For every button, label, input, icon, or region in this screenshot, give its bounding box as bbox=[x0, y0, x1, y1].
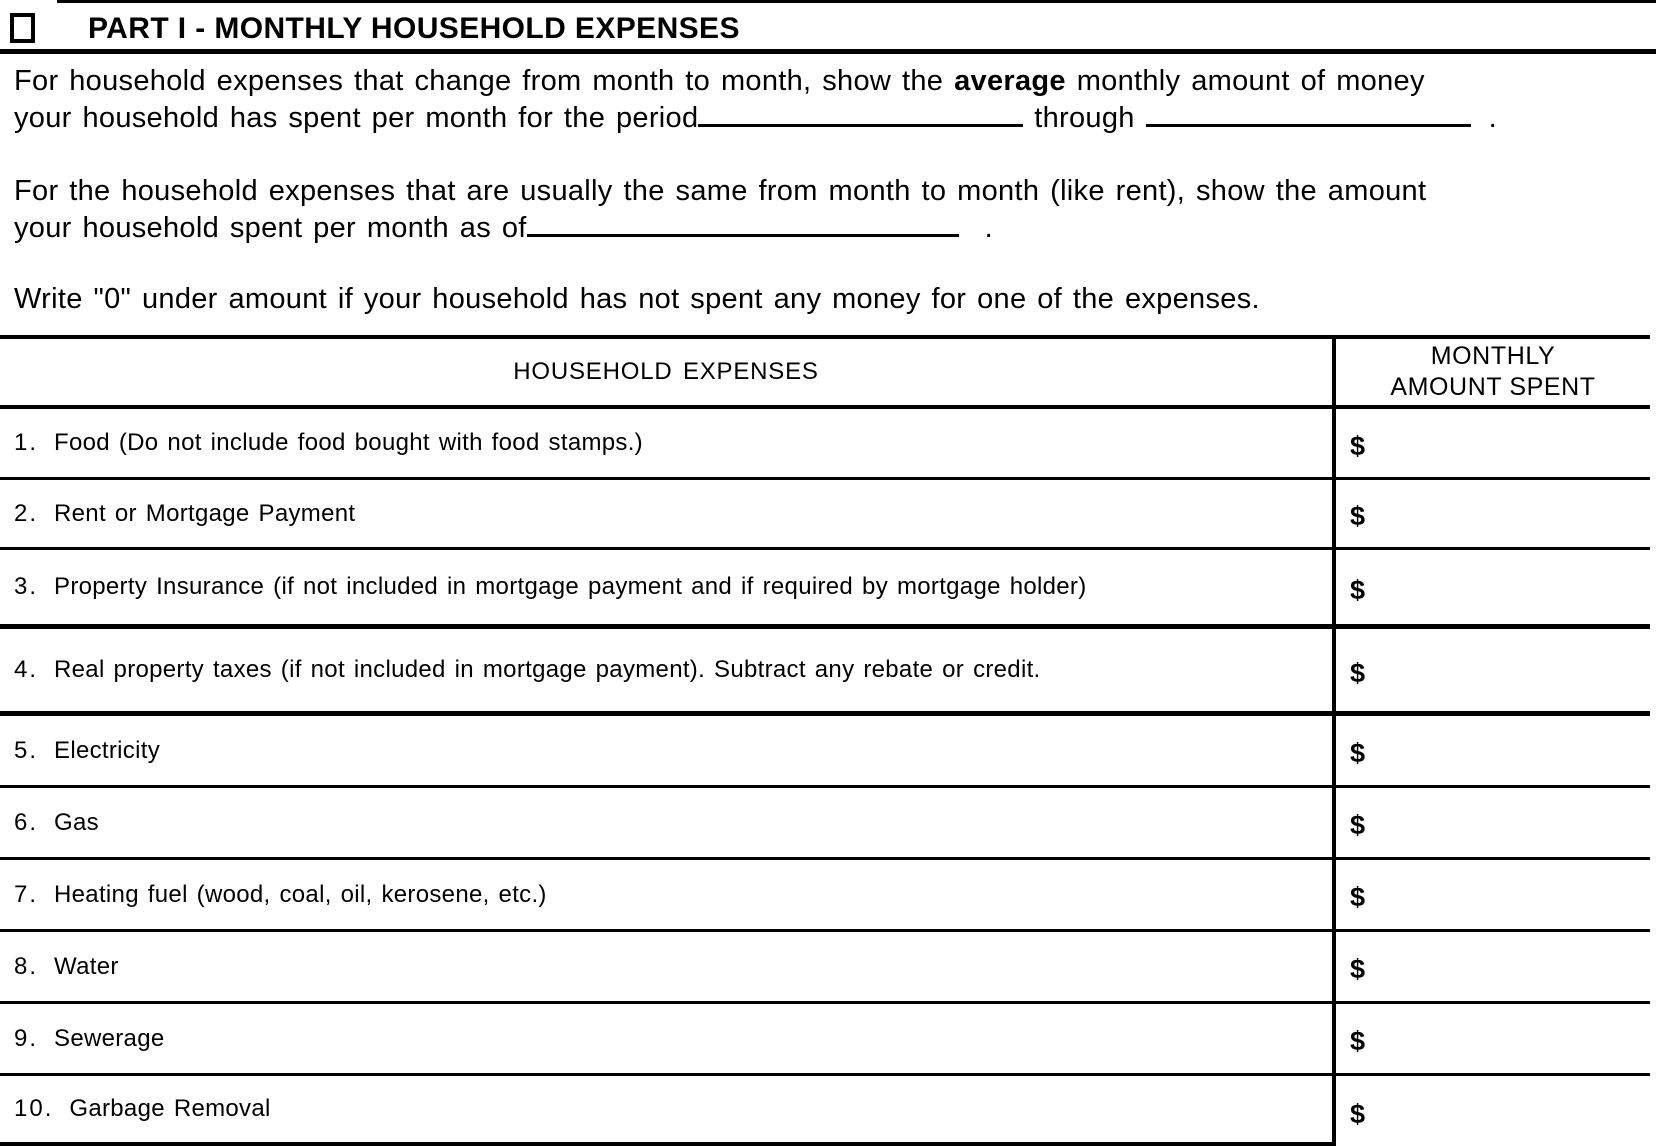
table-row: 2. Rent or Mortgage Payment $ bbox=[0, 480, 1650, 550]
dollar-sign: $ bbox=[1350, 1098, 1366, 1129]
dollar-sign: $ bbox=[1350, 810, 1366, 840]
paragraph-average-expenses: For household expenses that change from … bbox=[14, 63, 1636, 137]
expense-label: Real property taxes (if not included in … bbox=[54, 656, 1041, 683]
table-row: 9. Sewerage $ bbox=[0, 1004, 1650, 1076]
expense-label: Rent or Mortgage Payment bbox=[54, 499, 356, 527]
table-row: 8. Water $ bbox=[0, 932, 1650, 1004]
expense-label-cell: 2. Rent or Mortgage Payment bbox=[0, 480, 1332, 547]
expense-label-cell: 1. Food (Do not include food bought with … bbox=[0, 409, 1332, 477]
top-rule bbox=[57, 0, 1656, 3]
expense-label-cell: 6. Gas bbox=[0, 788, 1332, 857]
dollar-sign: $ bbox=[1350, 882, 1366, 912]
expense-label-cell: 7. Heating fuel (wood, coal, oil, kerosen… bbox=[0, 860, 1332, 929]
dollar-sign: $ bbox=[1350, 574, 1366, 605]
amount-cell[interactable]: $ bbox=[1332, 716, 1650, 785]
p2-period: . bbox=[984, 212, 994, 244]
p1-text-bold: average bbox=[954, 65, 1066, 97]
table-row: 1. Food (Do not include food bought with … bbox=[0, 409, 1650, 480]
period-start-blank[interactable] bbox=[698, 123, 1024, 127]
as-of-date-blank[interactable] bbox=[526, 233, 959, 237]
period-end-blank[interactable] bbox=[1145, 123, 1471, 127]
p1-period: . bbox=[1488, 102, 1497, 134]
amount-cell[interactable]: $ bbox=[1332, 629, 1650, 711]
expense-label: Electricity bbox=[54, 736, 160, 764]
table-row: 3. Property Insurance (if not included in… bbox=[0, 550, 1650, 629]
expense-label: Property Insurance (if not included in m… bbox=[54, 573, 1087, 600]
expense-number: 9. bbox=[14, 1024, 39, 1052]
expense-number: 5. bbox=[14, 736, 39, 764]
expense-label-cell: 5. Electricity bbox=[0, 716, 1332, 785]
expense-label-cell: 3. Property Insurance (if not included in… bbox=[0, 550, 1332, 624]
amount-cell[interactable]: $ bbox=[1332, 788, 1650, 857]
dollar-sign: $ bbox=[1350, 954, 1366, 984]
page-title: PART I - MONTHLY HOUSEHOLD EXPENSES bbox=[88, 12, 740, 45]
expense-number: 3. bbox=[14, 573, 39, 600]
expense-number: 2. bbox=[14, 499, 39, 527]
p2-text-b: your household spent per month as of bbox=[14, 212, 527, 244]
amount-cell[interactable]: $ bbox=[1332, 1076, 1650, 1146]
expense-label: Heating fuel (wood, coal, oil, kerosene,… bbox=[54, 880, 547, 908]
expense-label-cell: 9. Sewerage bbox=[0, 1004, 1332, 1073]
table-row: 6. Gas $ bbox=[0, 788, 1650, 860]
expense-label: Garbage Removal bbox=[69, 1095, 271, 1122]
amount-cell[interactable]: $ bbox=[1332, 409, 1650, 477]
expense-number: 7. bbox=[14, 880, 39, 908]
expense-label: Food (Do not include food bought with fo… bbox=[54, 429, 643, 456]
table-row: 4. Real property taxes (if not included i… bbox=[0, 629, 1650, 716]
amount-cell[interactable]: $ bbox=[1332, 550, 1650, 624]
amount-cell[interactable]: $ bbox=[1332, 932, 1650, 1001]
p1-through-label: through bbox=[1034, 102, 1135, 134]
amount-cell[interactable]: $ bbox=[1332, 860, 1650, 929]
expenses-table: HOUSEHOLD EXPENSES MONTHLY AMOUNT SPENT … bbox=[0, 335, 1650, 1146]
expense-label-cell: 8. Water bbox=[0, 932, 1332, 1001]
dollar-sign: $ bbox=[1350, 657, 1366, 688]
amount-cell[interactable]: $ bbox=[1332, 480, 1650, 547]
expense-label-cell: 10. Garbage Removal bbox=[0, 1076, 1332, 1146]
table-row: 7. Heating fuel (wood, coal, oil, kerosen… bbox=[0, 860, 1650, 932]
dollar-sign: $ bbox=[1350, 738, 1366, 768]
expense-number: 10. bbox=[14, 1095, 54, 1122]
paragraph-write-zero: Write "0" under amount if your household… bbox=[14, 283, 1260, 315]
household-expenses-header: HOUSEHOLD EXPENSES bbox=[513, 358, 819, 385]
table-row: 10. Garbage Removal $ bbox=[0, 1076, 1650, 1146]
expense-label: Gas bbox=[54, 808, 99, 836]
monthly-amount-header-line1: MONTHLY bbox=[1430, 342, 1556, 370]
dollar-sign: $ bbox=[1350, 1026, 1366, 1056]
p1-text-a: For household expenses that change from … bbox=[14, 65, 955, 97]
table-header-row: HOUSEHOLD EXPENSES MONTHLY AMOUNT SPENT bbox=[0, 339, 1650, 409]
expense-label: Sewerage bbox=[54, 1024, 165, 1052]
monthly-amount-header: MONTHLY AMOUNT SPENT bbox=[1332, 339, 1650, 405]
amount-cell[interactable]: $ bbox=[1332, 1004, 1650, 1073]
intro-text: For household expenses that change from … bbox=[14, 63, 1636, 318]
p2-text-a: For the household expenses that are usua… bbox=[14, 175, 1427, 207]
section-header: PART I - MONTHLY HOUSEHOLD EXPENSES bbox=[0, 0, 1656, 54]
expense-number: 1. bbox=[14, 429, 39, 456]
monthly-amount-header-line2: AMOUNT SPENT bbox=[1390, 373, 1596, 401]
p1-text-b: monthly amount of money bbox=[1065, 65, 1425, 97]
table-row: 5. Electricity $ bbox=[0, 716, 1650, 788]
paragraph-fixed-expenses: For the household expenses that are usua… bbox=[14, 173, 1636, 247]
expense-number: 8. bbox=[14, 952, 39, 980]
expense-label: Water bbox=[54, 952, 119, 980]
dollar-sign: $ bbox=[1350, 501, 1366, 531]
expense-number: 4. bbox=[14, 656, 39, 683]
p1-text-c: your household has spent per month for t… bbox=[14, 102, 699, 134]
expense-number: 6. bbox=[14, 808, 39, 836]
expense-label-cell: 4. Real property taxes (if not included i… bbox=[0, 629, 1332, 711]
part-checkbox[interactable] bbox=[10, 13, 35, 43]
dollar-sign: $ bbox=[1350, 430, 1366, 461]
